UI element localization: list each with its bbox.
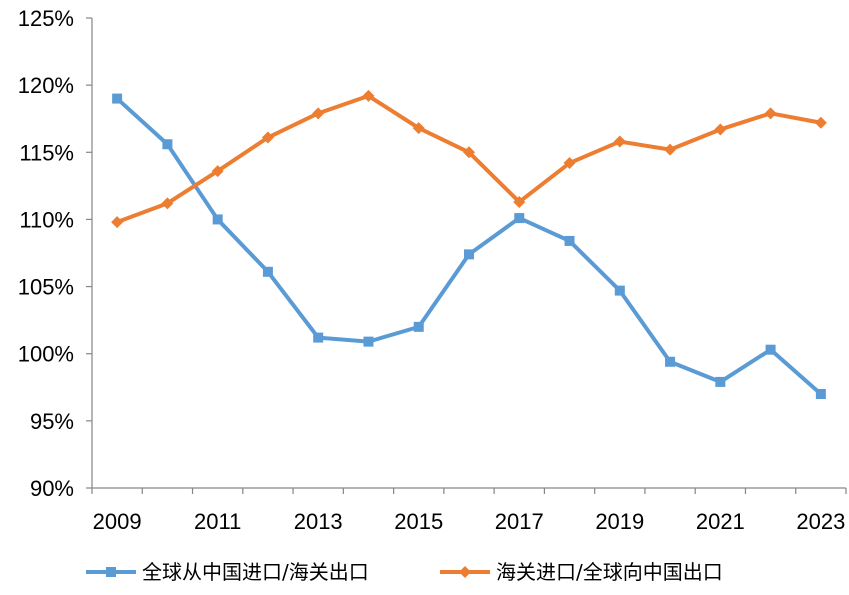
data-point <box>262 266 273 277</box>
data-point <box>764 107 777 120</box>
y-tick-label: 120% <box>18 73 74 98</box>
x-tick-label: 2019 <box>595 509 644 534</box>
data-point <box>261 131 274 144</box>
y-tick-label: 110% <box>19 207 74 232</box>
data-point <box>412 122 425 135</box>
data-point <box>211 165 224 178</box>
axes <box>86 17 847 494</box>
y-tick-label: 100% <box>18 342 74 367</box>
legend: 全球从中国进口/海关出口 海关进口/全球向中国出口 <box>86 560 723 584</box>
x-tick-label: 2009 <box>93 509 142 534</box>
legend-label: 全球从中国进口/海关出口 <box>142 560 369 584</box>
data-point <box>564 235 575 246</box>
y-tick-label: 95% <box>30 409 74 434</box>
data-point <box>212 214 223 225</box>
data-point <box>162 139 173 150</box>
series-line <box>115 93 823 225</box>
data-point <box>514 213 525 224</box>
data-point <box>363 336 374 347</box>
x-tick-label: 2017 <box>495 509 544 534</box>
data-point <box>563 157 576 170</box>
data-point <box>715 376 726 387</box>
data-point <box>665 356 676 367</box>
data-point <box>313 332 324 343</box>
series-line <box>115 96 823 396</box>
data-point <box>312 107 325 120</box>
y-tick-label: 105% <box>18 275 74 300</box>
y-tick-label: 90% <box>30 476 74 501</box>
data-point <box>111 216 124 229</box>
data-point <box>413 321 424 332</box>
legend-item-2: 海关进口/全球向中国出口 <box>440 560 723 584</box>
legend-item-1: 全球从中国进口/海关出口 <box>86 560 369 584</box>
tick-labels: 90% 95% 100% 105% 110% 115% 120% 125% 2009 2011 20… <box>18 6 846 534</box>
data-point <box>513 195 526 208</box>
legend-swatch-marker <box>459 566 471 578</box>
x-tick-label: 2021 <box>696 509 745 534</box>
data-point <box>814 116 827 129</box>
legend-label: 海关进口/全球向中国出口 <box>496 560 723 584</box>
legend-swatch-marker <box>106 567 116 577</box>
data-point <box>362 89 375 102</box>
data-point <box>613 135 626 148</box>
x-tick-label: 2023 <box>796 509 845 534</box>
y-tick-label: 115% <box>19 140 74 165</box>
x-tick-label: 2013 <box>294 509 343 534</box>
data-point <box>614 285 625 296</box>
data-point <box>765 344 776 355</box>
x-tick-label: 2015 <box>394 509 443 534</box>
data-point <box>815 389 826 399</box>
series-2 <box>111 89 827 229</box>
data-point <box>112 93 123 104</box>
data-point <box>161 197 174 210</box>
data-point <box>714 123 727 136</box>
series-group <box>111 89 827 399</box>
data-point <box>664 143 677 156</box>
series-1 <box>112 93 826 399</box>
data-point <box>463 146 475 159</box>
x-tick-label: 2011 <box>194 509 241 534</box>
y-tick-label: 125% <box>18 6 74 31</box>
data-point <box>464 249 474 260</box>
